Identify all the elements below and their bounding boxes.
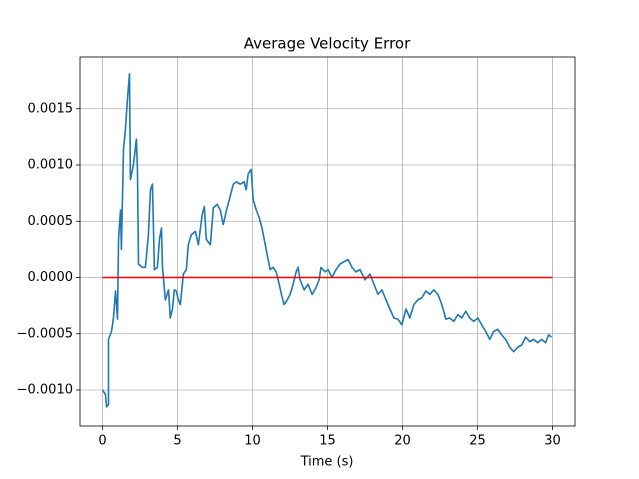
x-tick-label: 5 <box>173 434 181 449</box>
y-tick-label: −0.0010 <box>17 383 73 398</box>
y-tick-label: 0.0010 <box>28 158 74 173</box>
y-tick-label: 0.0000 <box>28 270 74 285</box>
x-tick-label: 15 <box>319 434 336 449</box>
plot-frame <box>79 56 576 427</box>
x-axis-label: Time (s) <box>300 455 354 470</box>
data-line <box>101 73 553 408</box>
x-tick-label: 20 <box>394 434 411 449</box>
x-tick-label: 10 <box>244 434 261 449</box>
y-tick-label: −0.0005 <box>17 326 73 341</box>
y-tick-label: 0.0005 <box>28 214 74 229</box>
x-tick-label: 0 <box>98 434 106 449</box>
chart-title: Average Velocity Error <box>244 35 411 53</box>
x-tick-label: 30 <box>544 434 561 449</box>
y-tick-label: 0.0015 <box>28 101 74 116</box>
x-tick-label: 25 <box>469 434 486 449</box>
